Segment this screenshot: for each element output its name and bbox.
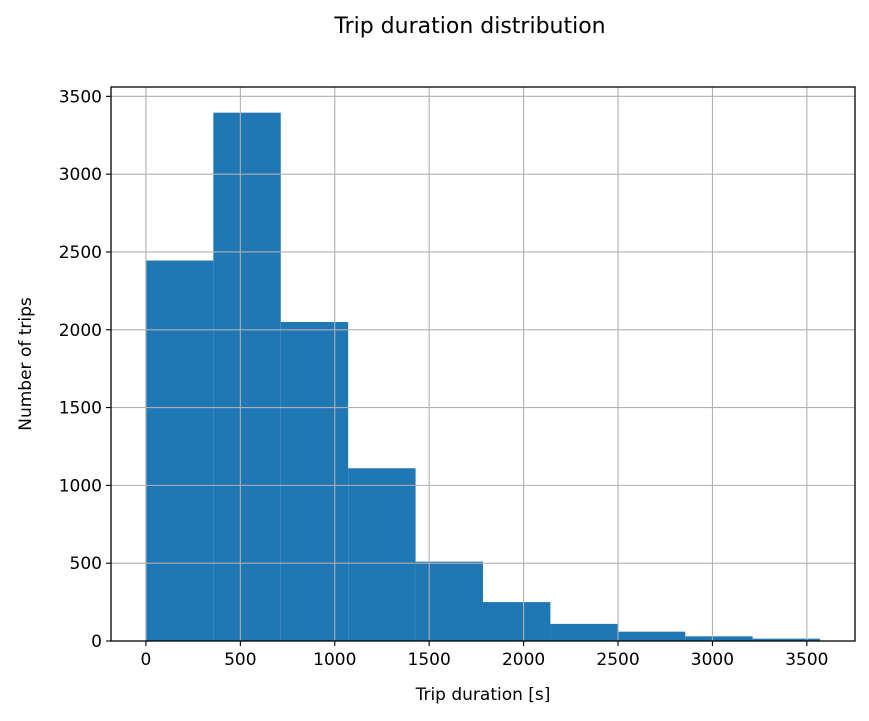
plot-frame (110, 86, 856, 642)
x-tick-label: 3500 (785, 650, 828, 670)
y-tick-label: 3000 (59, 165, 102, 185)
histogram-bar (145, 260, 214, 641)
y-tick-label: 2500 (59, 243, 102, 263)
x-tick-label: 2500 (596, 650, 639, 670)
histogram-bar (213, 112, 281, 642)
histogram-bar (415, 561, 483, 641)
y-axis-ticks: 0 500 1000 1500 2000 2500 3000 3500 (59, 87, 111, 652)
y-tick-label: 3500 (59, 87, 102, 107)
y-axis-label: Number of trips (16, 297, 36, 431)
histogram-bar (280, 321, 349, 641)
x-tick-label: 1500 (408, 650, 451, 670)
x-axis-ticks: 0 500 1000 1500 2000 2500 3000 3500 (141, 641, 828, 670)
x-tick-label: 0 (141, 650, 152, 670)
x-tick-label: 1000 (313, 650, 356, 670)
y-tick-label: 1500 (59, 399, 102, 419)
y-tick-label: 1000 (59, 476, 102, 496)
histogram-bar (752, 638, 821, 641)
x-axis-label: Trip duration [s] (415, 685, 551, 705)
histogram-bar (685, 636, 753, 641)
x-tick-label: 3000 (691, 650, 734, 670)
grid-lines (111, 87, 855, 642)
x-tick-label: 500 (224, 650, 256, 670)
histogram-bars (145, 112, 821, 642)
histogram-bar (348, 468, 416, 641)
y-tick-label: 0 (91, 632, 102, 652)
histogram-bar (483, 602, 551, 641)
chart-title: Trip duration distribution (333, 14, 605, 39)
histogram-bar (550, 623, 618, 641)
histogram-bar (617, 631, 686, 641)
y-tick-label: 500 (70, 554, 102, 574)
y-tick-label: 2000 (59, 321, 102, 341)
x-tick-label: 2000 (502, 650, 545, 670)
